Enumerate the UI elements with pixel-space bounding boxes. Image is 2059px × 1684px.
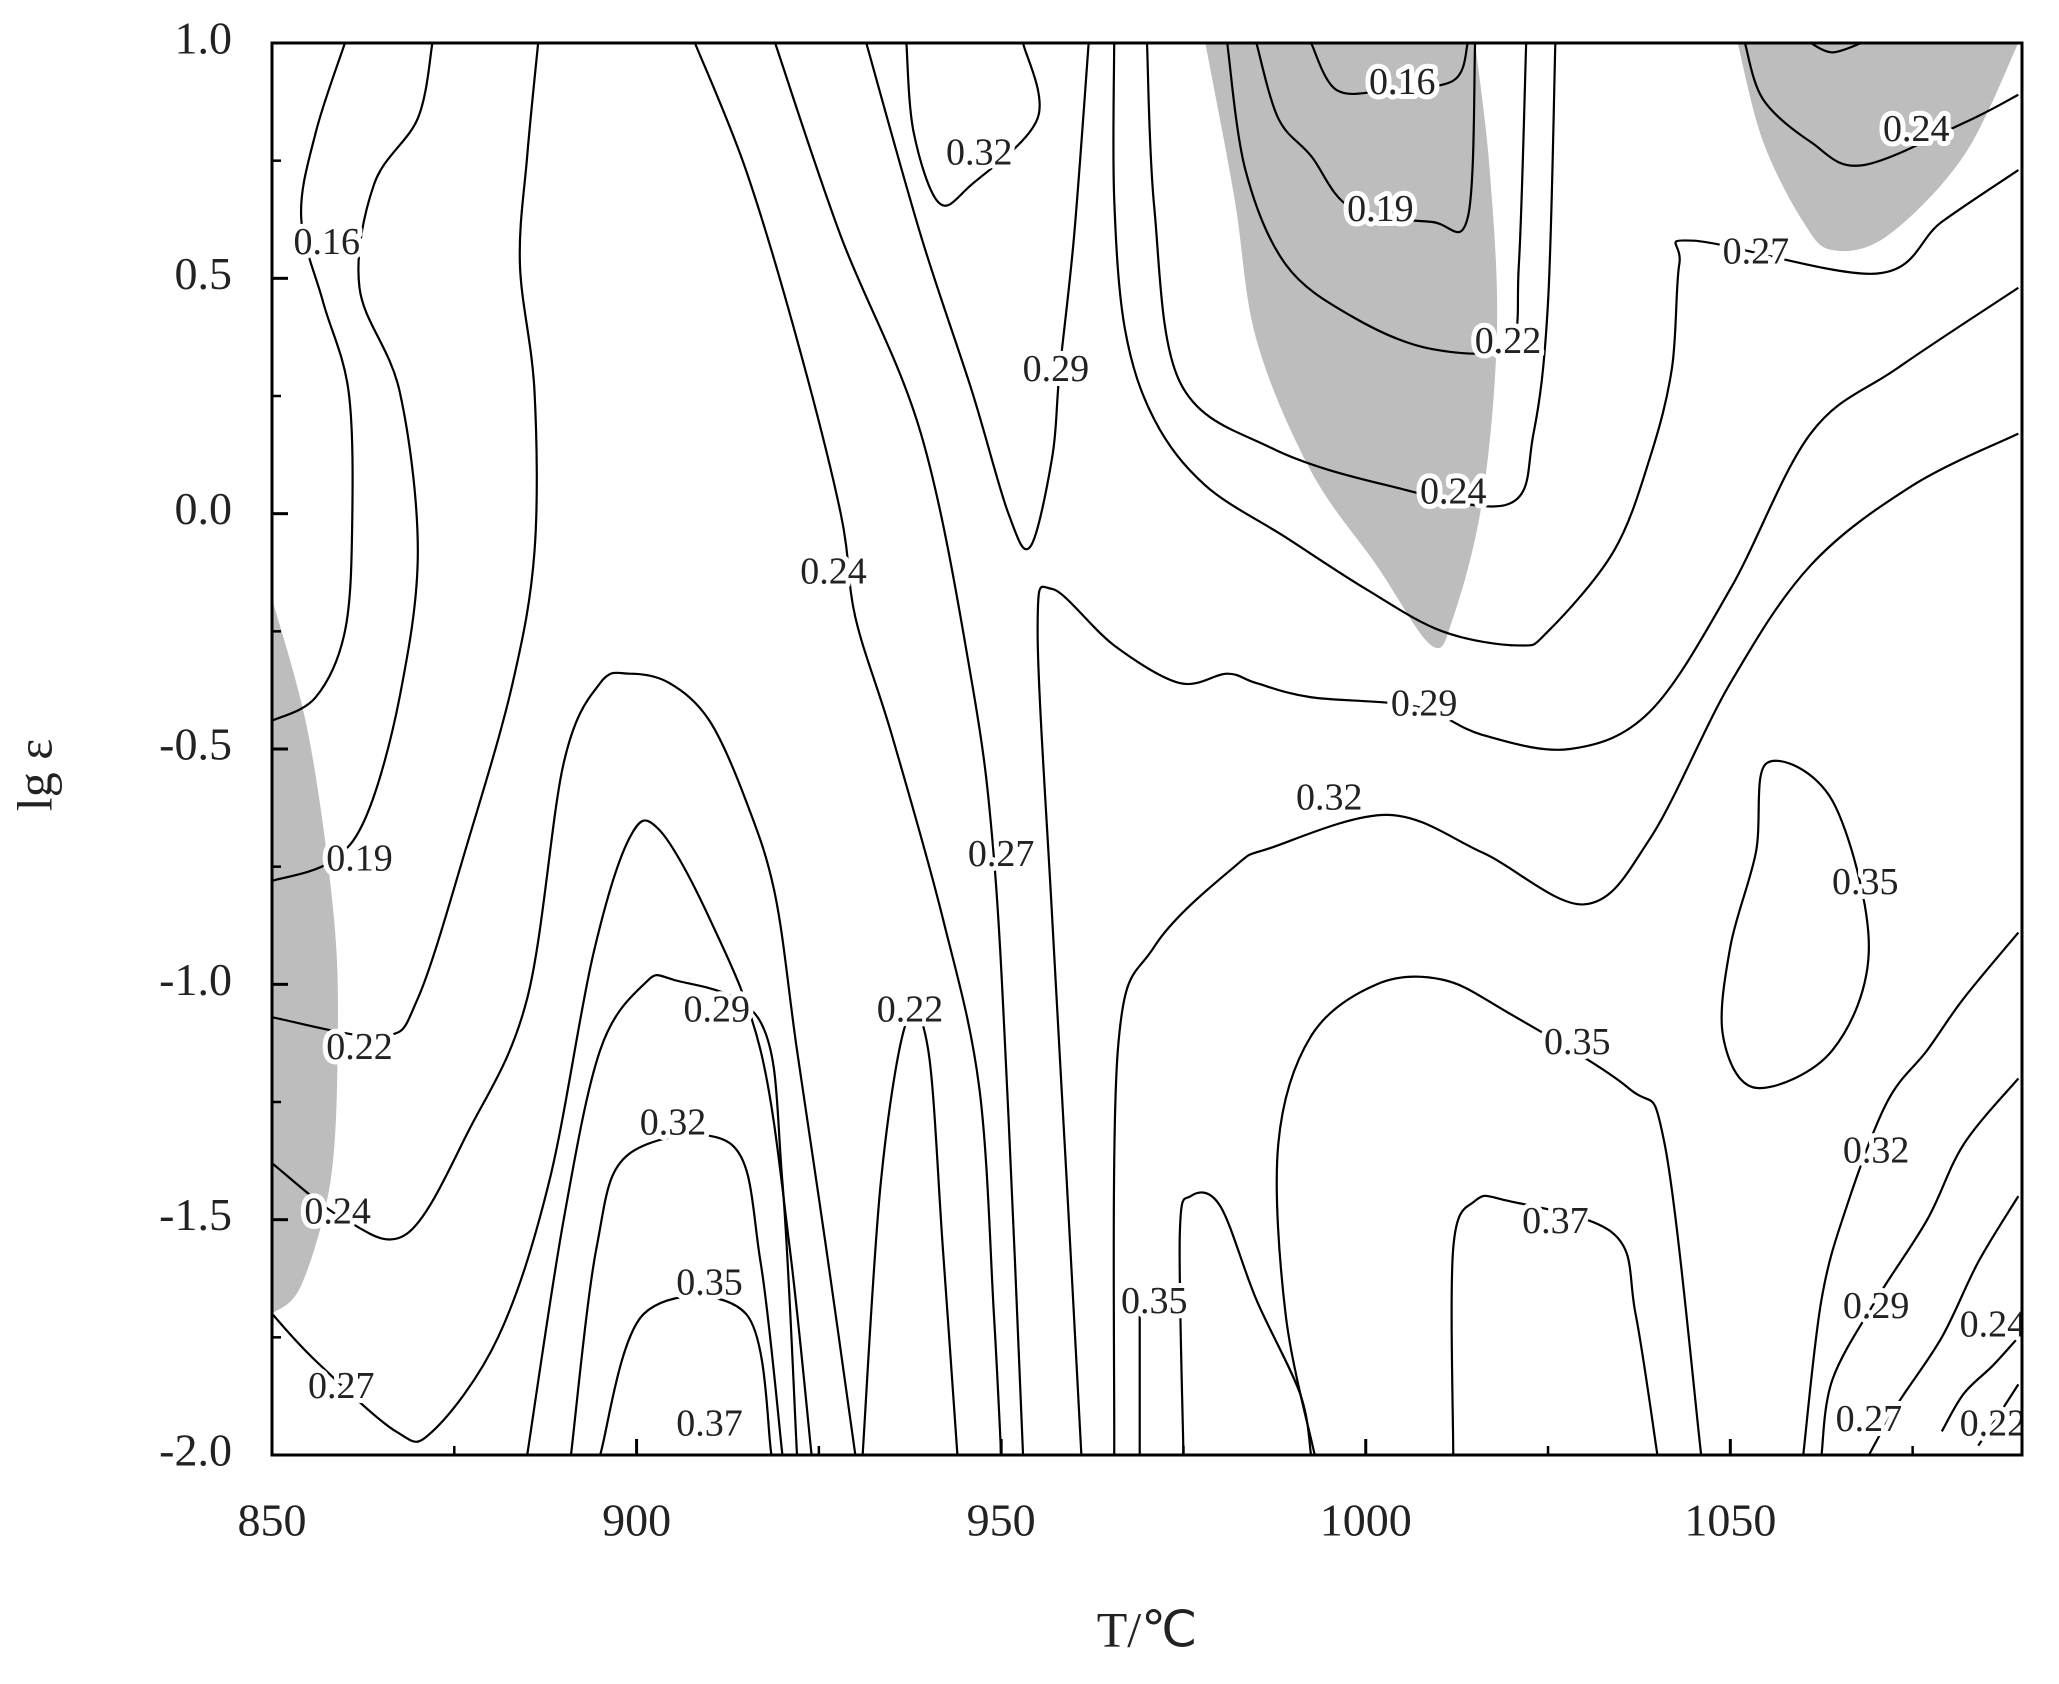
- y-tick-label: 0.0: [175, 483, 233, 534]
- x-tick-label: 1000: [1320, 1495, 1412, 1546]
- contour-line: [1450, 1194, 1659, 1455]
- contour-line: [1867, 1195, 2020, 1455]
- contour-label: 0.29: [684, 988, 751, 1030]
- contour-label: 0.32: [946, 132, 1013, 174]
- contour-label: 0.35: [1121, 1280, 1188, 1322]
- contour-label: 0.19: [1347, 188, 1414, 230]
- contour-label: 0.29: [1843, 1285, 1910, 1327]
- contour-line: [599, 1295, 773, 1455]
- contour-line: [272, 43, 434, 882]
- contour-label: 0.32: [1296, 776, 1363, 818]
- contour-line: [1720, 759, 1870, 1090]
- contour-label: 0.27: [1836, 1398, 1903, 1440]
- contour-line: [1036, 286, 2019, 1455]
- y-tick-label: 1.0: [175, 13, 233, 64]
- contour-label: 0.27: [1723, 231, 1790, 273]
- contour-line: [526, 974, 799, 1455]
- contour-line: [1810, 43, 1862, 54]
- instability-region: [272, 598, 339, 1314]
- instability-region: [1737, 43, 2019, 252]
- contour-label: 0.27: [308, 1365, 375, 1407]
- contour-label: 0.22: [1960, 1402, 2027, 1444]
- x-tick-label: 950: [967, 1495, 1036, 1546]
- contour-label: 0.32: [640, 1101, 707, 1143]
- contour-label: 0.37: [1522, 1200, 1589, 1242]
- contour-label: 0.24: [1420, 471, 1487, 513]
- y-tick-label: -1.0: [159, 954, 232, 1005]
- contour-label: 0.35: [1832, 861, 1899, 903]
- contour-line: [1310, 43, 1469, 96]
- contour-line: [1802, 931, 2020, 1455]
- y-tick-label: -0.5: [159, 719, 232, 770]
- y-tick-label: -2.0: [159, 1425, 232, 1476]
- contour-line: [693, 43, 1003, 1455]
- contour-line: [1940, 1336, 2020, 1433]
- contour-line: [905, 43, 1041, 207]
- contour-label: 0.32: [1843, 1129, 1910, 1171]
- contour-line: [1255, 43, 1477, 234]
- y-tick-label: -1.5: [159, 1189, 232, 1240]
- contour-line: [1743, 43, 2019, 167]
- y-tick-label: 0.5: [175, 248, 233, 299]
- contour-line: [1275, 975, 1703, 1455]
- contour-label: 0.22: [1475, 320, 1542, 362]
- contour-label: 0.22: [877, 988, 944, 1030]
- contour-label: 0.37: [676, 1402, 743, 1444]
- contour-label: 0.29: [1391, 682, 1458, 724]
- contour-line: [865, 43, 1090, 551]
- contour-line: [272, 671, 857, 1455]
- contour-line: [1226, 43, 1528, 355]
- contour-line: [1112, 432, 2019, 1455]
- x-tick-label: 1050: [1684, 1495, 1776, 1546]
- x-tick-label: 850: [238, 1495, 307, 1546]
- contour-label: 0.24: [800, 551, 867, 593]
- contour-label: 0.29: [1023, 348, 1090, 390]
- contour-label: 0.35: [676, 1261, 743, 1303]
- instability-region: [1205, 43, 1498, 649]
- contour-line: [774, 43, 1025, 1455]
- x-axis-title: T/℃: [1097, 1601, 1198, 1657]
- contour-line: [861, 1010, 959, 1455]
- contour-label: 0.24: [1883, 108, 1950, 150]
- contour-label: 0.16: [293, 221, 360, 263]
- contour-label: 0.16: [1369, 61, 1436, 103]
- x-tick-label: 900: [602, 1495, 671, 1546]
- contour-line: [272, 43, 540, 1038]
- contour-label: 0.19: [326, 838, 393, 880]
- contour-line: [272, 43, 354, 722]
- contour-label: 0.24: [1960, 1304, 2027, 1346]
- contour-label: 0.35: [1544, 1021, 1611, 1063]
- contour-label: 0.27: [968, 833, 1035, 875]
- contour-line: [1977, 1383, 2020, 1447]
- contour-label: 0.22: [326, 1026, 393, 1068]
- y-axis-title: lg ε: [6, 739, 62, 811]
- contour-line: [1178, 1191, 1313, 1455]
- contour-line: [569, 1133, 784, 1455]
- contour-line: [1145, 43, 1557, 508]
- contour-line: [1820, 1077, 2020, 1455]
- contour-line: [272, 819, 813, 1455]
- contour-label: 0.24: [304, 1191, 371, 1233]
- plot-area: 0.16 0.19 0.22 0.24 0.27 0.29 0.32 0.35 0.37 0.24…: [272, 43, 2027, 1455]
- contour-line: [1112, 43, 2019, 647]
